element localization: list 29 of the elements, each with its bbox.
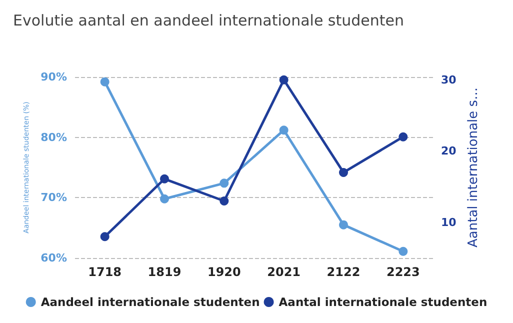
point xyxy=(339,220,348,230)
x-tick-label: 2223 xyxy=(386,265,420,279)
point xyxy=(160,174,169,184)
point xyxy=(279,126,288,135)
y2-axis-title: Aantal internationale s... xyxy=(466,88,482,248)
x-tick-label: 1718 xyxy=(88,265,122,279)
point xyxy=(100,232,110,242)
point xyxy=(398,132,408,142)
point xyxy=(100,77,110,86)
y-tick-label: 60% xyxy=(40,252,67,264)
x-tick-label: 1819 xyxy=(148,265,182,279)
y2-tick-label: 30 xyxy=(441,73,457,86)
legend-label: Aantal internationale studenten xyxy=(278,295,488,309)
chart-title: Evolutie aantal en aandeel internationale studenten xyxy=(13,12,404,30)
legend-label: Aandeel internationale studenten xyxy=(40,295,260,309)
point xyxy=(220,196,229,206)
x-tick-label: 2122 xyxy=(326,265,360,279)
y2-tick-label: 20 xyxy=(441,144,457,158)
point xyxy=(160,194,169,204)
point xyxy=(398,246,408,256)
y-tick-label: 70% xyxy=(40,191,67,204)
x-tick-label: 1920 xyxy=(207,265,241,279)
point xyxy=(279,75,288,84)
point xyxy=(339,168,348,177)
y2-tick-label: 10 xyxy=(441,216,457,229)
x-tick-label: 2021 xyxy=(267,265,301,279)
y-tick-label: 80% xyxy=(40,130,67,144)
y-tick-label: 90% xyxy=(40,70,67,84)
point xyxy=(220,178,229,188)
